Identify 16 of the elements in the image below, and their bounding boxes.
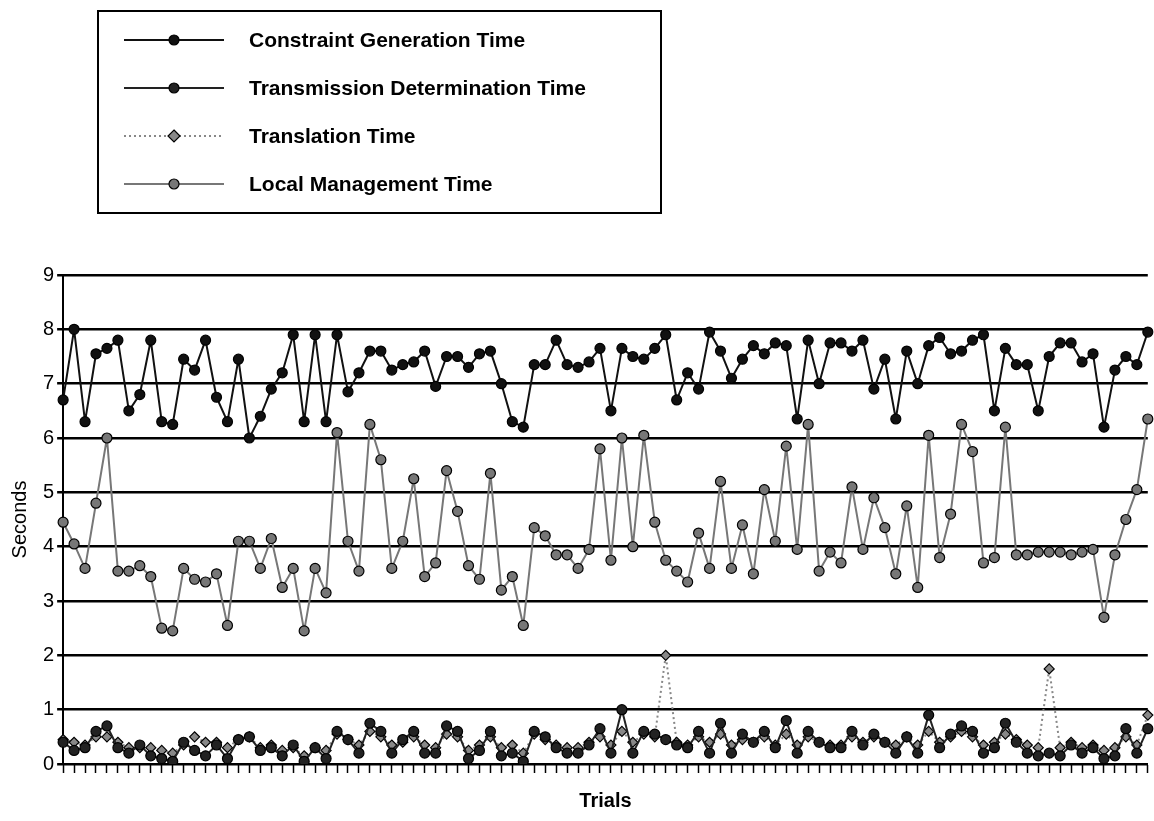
y-axis-title: Seconds <box>7 480 30 559</box>
y-tick-label: 1 <box>43 697 55 720</box>
legend-label: Constraint Generation Time <box>249 28 526 52</box>
y-tick-label: 8 <box>43 316 55 339</box>
x-axis-title: Trials <box>579 788 632 811</box>
y-tick-label: 2 <box>43 642 55 665</box>
legend-label: Local Management Time <box>249 172 493 196</box>
y-tick-label: 9 <box>43 262 55 285</box>
y-tick-label: 5 <box>43 479 55 502</box>
y-tick-label: 0 <box>43 751 55 774</box>
y-tick-label: 6 <box>43 425 55 448</box>
legend-label: Transmission Determination Time <box>249 76 586 100</box>
legend-label: Translation Time <box>249 124 416 148</box>
y-tick-label: 4 <box>43 534 55 557</box>
y-tick-label: 3 <box>43 588 55 611</box>
y-tick-label: 7 <box>43 371 55 394</box>
